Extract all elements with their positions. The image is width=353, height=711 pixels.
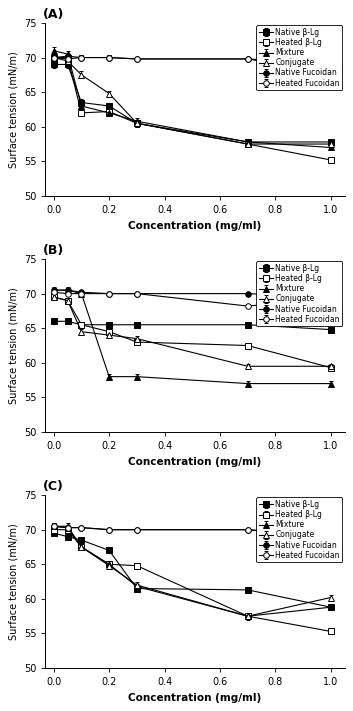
Legend: Native β-Lg, Heated β-Lg, Mixture, Conjugate, Native Fucoidan, Heated Fucoidan: Native β-Lg, Heated β-Lg, Mixture, Conju… bbox=[257, 498, 342, 562]
Y-axis label: Surface tension (mN/m): Surface tension (mN/m) bbox=[8, 287, 18, 404]
Y-axis label: Surface tension (mN/m): Surface tension (mN/m) bbox=[8, 51, 18, 168]
Y-axis label: Surface tension (mN/m): Surface tension (mN/m) bbox=[8, 523, 18, 640]
X-axis label: Concentration (mg/ml): Concentration (mg/ml) bbox=[128, 693, 262, 702]
Text: (C): (C) bbox=[42, 481, 63, 493]
Text: (B): (B) bbox=[42, 245, 64, 257]
Text: (A): (A) bbox=[42, 9, 64, 21]
X-axis label: Concentration (mg/ml): Concentration (mg/ml) bbox=[128, 220, 262, 230]
Legend: Native β-Lg, Heated β-Lg, Mixture, Conjugate, Native Fucoidan, Heated Fucoidan: Native β-Lg, Heated β-Lg, Mixture, Conju… bbox=[257, 262, 342, 326]
Legend: Native β-Lg, Heated β-Lg, Mixture, Conjugate, Native Fucoidan, Heated Fucoidan: Native β-Lg, Heated β-Lg, Mixture, Conju… bbox=[257, 25, 342, 90]
X-axis label: Concentration (mg/ml): Concentration (mg/ml) bbox=[128, 456, 262, 466]
